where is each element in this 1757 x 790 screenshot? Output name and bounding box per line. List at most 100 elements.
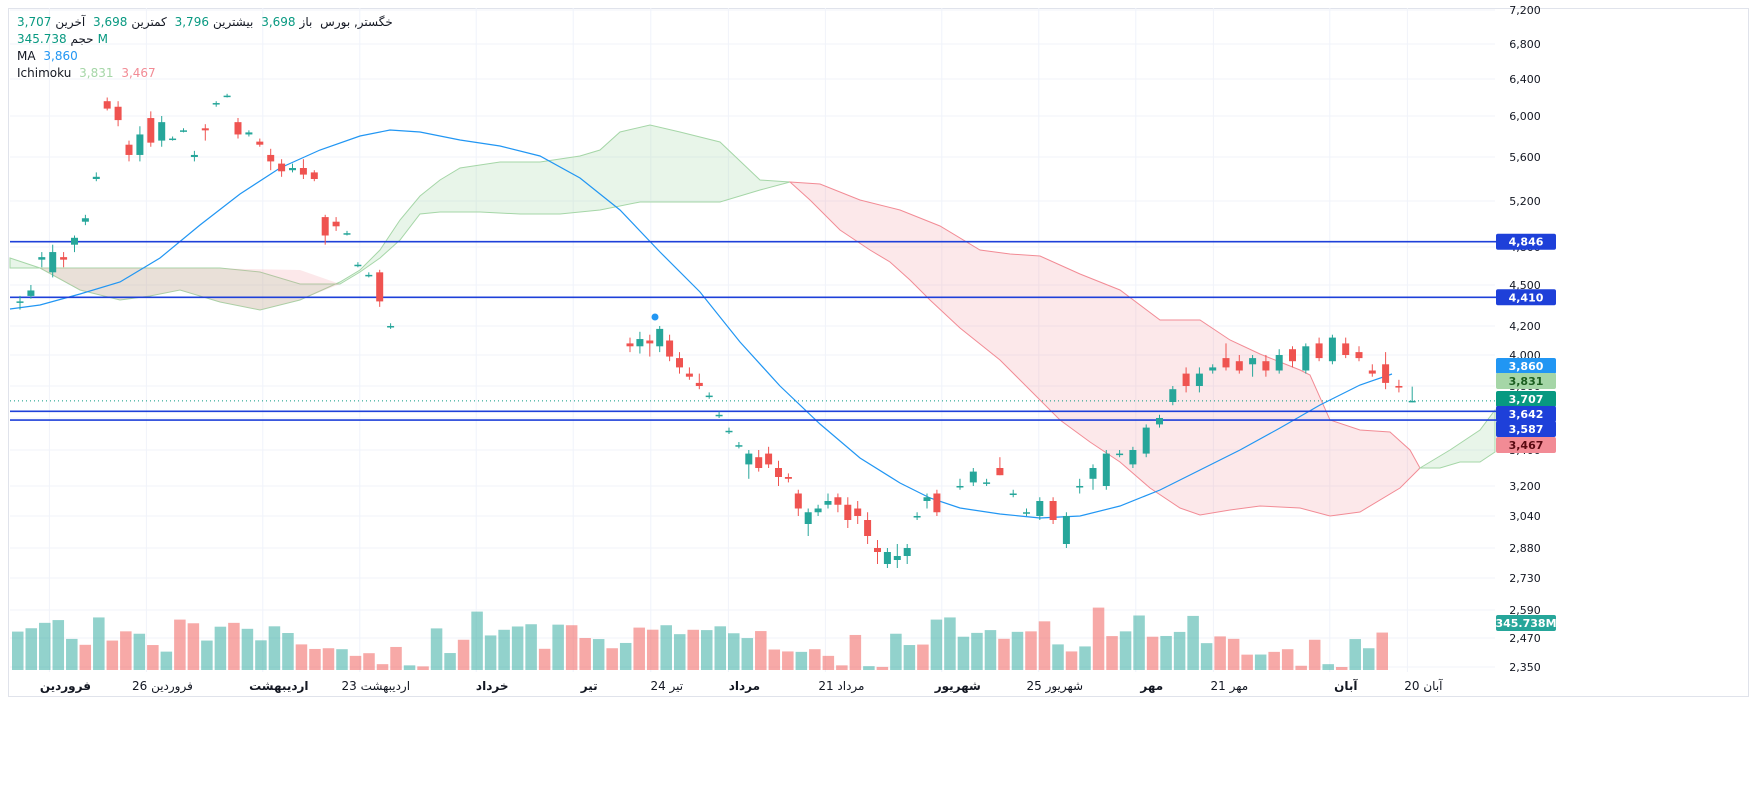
volume-bar <box>606 648 618 670</box>
volume-bar <box>849 634 862 670</box>
volume-bar <box>1038 621 1051 670</box>
price-badge <box>1496 437 1556 453</box>
candle-body <box>256 141 264 145</box>
volume-bar <box>957 636 970 670</box>
y-tick-label: 2,590 <box>1509 604 1541 617</box>
candle-body <box>844 504 852 520</box>
legend-low-label: کمترین <box>131 15 167 29</box>
candle-body <box>1076 486 1084 488</box>
volume-bar <box>687 629 699 670</box>
candle-body <box>923 497 931 501</box>
candle-body <box>125 144 133 155</box>
legend-close: 3,707 <box>17 15 52 29</box>
candle-body <box>1408 400 1416 403</box>
volume-bar <box>147 645 159 670</box>
volume-bar <box>444 653 456 670</box>
volume-bar <box>1295 665 1307 670</box>
price-badge-label: 3,860 <box>1509 360 1544 373</box>
volume-bar <box>755 631 767 670</box>
candle-body <box>212 103 220 105</box>
chart-frame <box>8 8 1749 697</box>
candle-body <box>933 493 941 513</box>
volume-bar <box>255 640 267 670</box>
y-tick-label: 3,040 <box>1509 510 1541 523</box>
volume-bar <box>633 627 645 670</box>
volume-bar <box>863 666 875 670</box>
candle-body <box>180 130 187 132</box>
candle-body <box>245 132 253 135</box>
legend-ma-row: MA 3,860 <box>17 48 397 65</box>
volume-bar <box>930 619 943 670</box>
legend-open-label: باز <box>299 15 313 29</box>
candle-body <box>1315 343 1323 359</box>
candle-body <box>1009 493 1017 495</box>
volume-bar <box>268 626 281 670</box>
x-tick-label: 25 شهریور <box>1026 679 1083 694</box>
candle-body <box>794 493 802 509</box>
candle-body <box>321 217 329 236</box>
volume-bar <box>525 624 537 670</box>
candle-body <box>804 512 812 524</box>
volume-bar <box>579 638 591 670</box>
volume-bar <box>336 649 348 670</box>
legend: خگستر, بورس باز3,698 بیشترین3,796 کمترین… <box>17 14 397 82</box>
candle-body <box>114 106 122 121</box>
candle-body <box>864 520 872 536</box>
legend-ichimoku-a: 3,831 <box>79 66 114 80</box>
candle-body <box>893 556 901 560</box>
candle-body <box>81 218 89 222</box>
x-tick-label: 20 آبان <box>1404 678 1443 693</box>
ichimoku-cloud-red <box>788 181 1421 517</box>
volume-bar <box>498 629 510 670</box>
volume-bar <box>1119 631 1132 670</box>
volume-bar <box>903 645 916 670</box>
volume-bar <box>1227 638 1240 670</box>
volume-bar <box>39 622 51 670</box>
volume-bar <box>201 640 213 670</box>
candle-body <box>169 138 177 141</box>
volume-bar <box>1079 646 1091 670</box>
candle-body <box>299 168 307 175</box>
volume-bar <box>457 639 470 670</box>
candle-body <box>824 501 832 505</box>
candle-body <box>147 118 155 143</box>
volume-bar <box>673 634 686 670</box>
volume-bar <box>984 630 997 670</box>
price-badge <box>1496 233 1556 250</box>
legend-ichimoku-row: Ichimoku 3,831 3,467 <box>17 65 397 82</box>
candle-body <box>1129 450 1137 465</box>
volume-bar <box>1133 615 1145 670</box>
volume-bar <box>363 653 375 670</box>
volume-bar <box>890 633 902 670</box>
candle-body <box>1142 427 1150 454</box>
candle-body <box>745 453 753 465</box>
candle-body <box>376 272 384 302</box>
legend-high-label: بیشترین <box>212 15 254 29</box>
x-tick-label: اردیبهشت <box>249 679 308 693</box>
volume-bar <box>1254 654 1267 670</box>
y-tick-label: 5,200 <box>1509 195 1541 208</box>
volume-bar <box>565 625 578 670</box>
candle-body <box>16 301 24 303</box>
candle-body <box>343 233 351 235</box>
price-badge-label: 3,642 <box>1509 408 1544 421</box>
candle-body <box>1235 361 1243 371</box>
volume-bar <box>768 649 781 670</box>
candle-body <box>834 497 842 505</box>
candle-body <box>685 373 693 377</box>
candle-body <box>136 134 144 155</box>
candle-body <box>49 252 57 273</box>
volume-bar <box>741 638 754 670</box>
price-badge <box>1496 421 1556 437</box>
candle-body <box>365 274 373 277</box>
volume-bar <box>728 633 740 670</box>
volume-bar <box>484 635 497 670</box>
price-badge <box>1496 289 1556 306</box>
volume-bar <box>1349 639 1361 670</box>
volume-bar <box>106 640 119 670</box>
candle-body <box>92 176 100 179</box>
volume-bar <box>809 649 821 670</box>
volume-bar <box>160 651 173 670</box>
